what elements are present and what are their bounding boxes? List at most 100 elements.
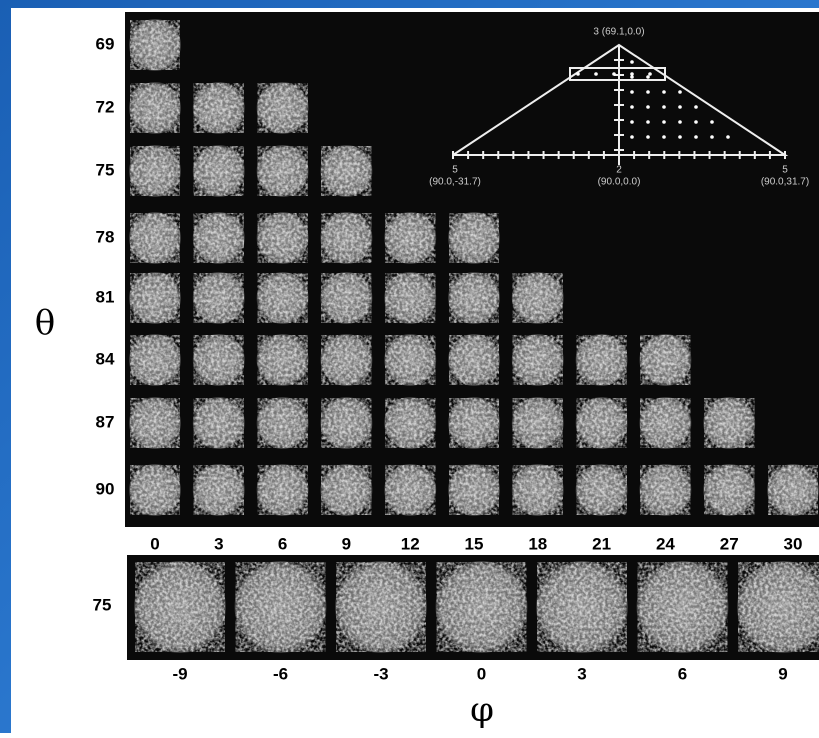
inset-label: 2 bbox=[616, 165, 622, 176]
phi-column-label: 6 bbox=[678, 664, 687, 683]
projection-texture bbox=[704, 398, 754, 448]
inset-dot bbox=[694, 105, 698, 109]
projection-texture bbox=[236, 562, 326, 652]
theta-row-label: 75 bbox=[96, 160, 115, 179]
phi-label: φ bbox=[470, 690, 494, 730]
projection-texture bbox=[194, 335, 244, 385]
phi-column-label: 0 bbox=[150, 534, 159, 553]
theta-row-label: 87 bbox=[96, 412, 115, 431]
projection-texture bbox=[449, 335, 499, 385]
projection-texture bbox=[258, 146, 308, 196]
inset-dot bbox=[646, 105, 650, 109]
inset-label: (90.0,-31.7) bbox=[429, 177, 481, 188]
projection-texture bbox=[321, 273, 371, 323]
inset-dot bbox=[662, 135, 666, 139]
phi-column-label: 6 bbox=[278, 534, 287, 553]
projection-texture bbox=[704, 465, 754, 515]
phi-column-label: 3 bbox=[577, 664, 586, 683]
inset-dot bbox=[694, 135, 698, 139]
projection-texture bbox=[194, 213, 244, 263]
inset-dot bbox=[630, 72, 634, 76]
inset-dot bbox=[630, 135, 634, 139]
projection-texture bbox=[640, 335, 690, 385]
projection-texture bbox=[258, 398, 308, 448]
projection-texture bbox=[449, 213, 499, 263]
inset-dot bbox=[662, 105, 666, 109]
phi-column-label: 3 bbox=[214, 534, 223, 553]
inset-dot bbox=[662, 90, 666, 94]
projection-texture bbox=[130, 83, 180, 133]
inset-label: (90.0,0.0) bbox=[598, 177, 641, 188]
phi-column-label: -9 bbox=[172, 664, 187, 683]
projection-texture bbox=[577, 465, 627, 515]
projection-texture bbox=[577, 335, 627, 385]
inset-dot bbox=[726, 135, 730, 139]
projection-texture bbox=[768, 465, 818, 515]
projection-texture bbox=[258, 335, 308, 385]
phi-column-label: -6 bbox=[273, 664, 288, 683]
projection-texture bbox=[258, 465, 308, 515]
projection-texture bbox=[537, 562, 627, 652]
projection-texture bbox=[513, 465, 563, 515]
projection-texture bbox=[194, 83, 244, 133]
projection-texture bbox=[385, 335, 435, 385]
projection-texture bbox=[130, 20, 180, 70]
inset-dot bbox=[710, 120, 714, 124]
inset-dot bbox=[662, 120, 666, 124]
projection-texture bbox=[194, 398, 244, 448]
projection-texture bbox=[321, 398, 371, 448]
projection-texture bbox=[321, 465, 371, 515]
inset-dot bbox=[646, 120, 650, 124]
inset-label: 5 bbox=[452, 165, 458, 176]
phi-column-label: 9 bbox=[778, 664, 787, 683]
inset-dot bbox=[694, 120, 698, 124]
projection-texture bbox=[638, 562, 728, 652]
projection-texture bbox=[577, 398, 627, 448]
projection-texture bbox=[135, 562, 225, 652]
projection-texture bbox=[194, 273, 244, 323]
inset-apex: 3 (69.1,0.0) bbox=[593, 27, 644, 38]
projection-texture bbox=[513, 398, 563, 448]
theta-row-label: 90 bbox=[96, 479, 115, 498]
inset-dot bbox=[594, 72, 598, 76]
projection-texture bbox=[130, 465, 180, 515]
projection-texture bbox=[194, 146, 244, 196]
inset-dot bbox=[630, 105, 634, 109]
projection-texture bbox=[258, 83, 308, 133]
phi-column-label: 12 bbox=[401, 534, 420, 553]
projection-texture bbox=[130, 213, 180, 263]
projection-texture bbox=[336, 562, 426, 652]
inset-dot bbox=[630, 120, 634, 124]
projection-texture bbox=[258, 213, 308, 263]
projection-texture bbox=[385, 398, 435, 448]
inset-dot bbox=[678, 135, 682, 139]
theta-label: θ bbox=[35, 303, 55, 343]
projection-texture bbox=[640, 398, 690, 448]
inset-dot bbox=[648, 72, 652, 76]
projection-texture bbox=[321, 146, 371, 196]
inset-dot bbox=[678, 105, 682, 109]
inset-dot bbox=[710, 135, 714, 139]
projection-texture bbox=[385, 273, 435, 323]
projection-texture bbox=[385, 213, 435, 263]
projection-texture bbox=[437, 562, 527, 652]
inset-dot bbox=[630, 90, 634, 94]
projection-texture bbox=[449, 398, 499, 448]
projection-texture bbox=[194, 465, 244, 515]
projection-texture bbox=[449, 273, 499, 323]
inset-label: (90.0,31.7) bbox=[761, 177, 809, 188]
projection-texture bbox=[385, 465, 435, 515]
projection-texture bbox=[130, 398, 180, 448]
theta-row-label: 78 bbox=[96, 227, 115, 246]
phi-column-label: 27 bbox=[720, 534, 739, 553]
inset-dot bbox=[646, 90, 650, 94]
theta-row-label: 75 bbox=[93, 595, 112, 614]
phi-column-label: 9 bbox=[342, 534, 351, 553]
projection-texture bbox=[449, 465, 499, 515]
projection-texture bbox=[130, 335, 180, 385]
figure: θ φ 3 (69.1,0.0) 5 (90.0,-31.7) 2 (90.0,… bbox=[0, 0, 819, 733]
projection-texture bbox=[321, 213, 371, 263]
inset-dot bbox=[576, 72, 580, 76]
projection-texture bbox=[513, 335, 563, 385]
projection-texture bbox=[640, 465, 690, 515]
